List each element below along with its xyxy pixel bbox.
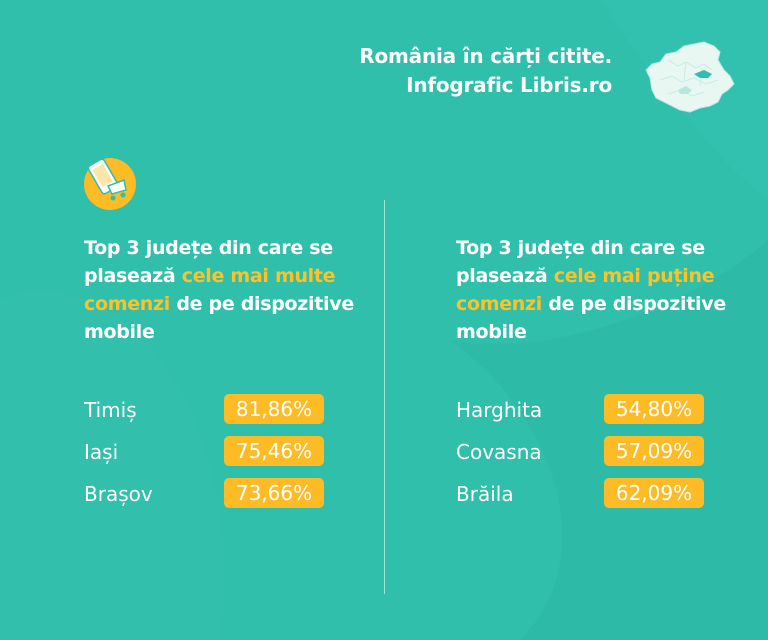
county-name: Timiș	[84, 398, 137, 422]
list-item: Harghita 54,80%	[456, 394, 716, 436]
most-orders-column: Top 3 județe din care se plasează cele m…	[84, 234, 384, 508]
percentage-badge: 54,80%	[604, 394, 704, 424]
percentage-badge: 75,46%	[224, 436, 324, 466]
list-item: Iași 75,46%	[84, 436, 344, 478]
fewest-orders-heading: Top 3 județe din care se plasează cele m…	[456, 234, 756, 346]
heading-text: Top 3 județe din care se plasează	[84, 237, 333, 287]
infographic-title: România în cărți citite. Infografic Libr…	[359, 42, 612, 100]
most-orders-heading: Top 3 județe din care se plasează cele m…	[84, 234, 384, 346]
list-item: Brăila 62,09%	[456, 478, 716, 520]
list-item: Timiș 81,86%	[84, 394, 344, 436]
list-item: Covasna 57,09%	[456, 436, 716, 478]
county-name: Brașov	[84, 482, 153, 506]
column-divider	[384, 200, 385, 594]
heading-highlight: cele mai multe comenzi	[84, 265, 336, 315]
most-orders-list: Timiș 81,86% Iași 75,46% Brașov 73,66%	[84, 394, 344, 520]
county-name: Harghita	[456, 398, 543, 422]
county-name: Covasna	[456, 440, 542, 464]
heading-text-end: de pe dispozitive mobile	[84, 293, 354, 343]
title-line-2: Infografic Libris.ro	[406, 73, 612, 97]
heading-highlight: cele mai puține comenzi	[456, 265, 715, 315]
percentage-badge: 81,86%	[224, 394, 324, 424]
percentage-badge: 62,09%	[604, 478, 704, 508]
mobile-phone-shopping-icon	[84, 158, 136, 210]
fewest-orders-list: Harghita 54,80% Covasna 57,09% Brăila 62…	[456, 394, 716, 520]
title-line-1: România în cărți citite.	[359, 44, 612, 68]
heading-text: Top 3 județe din care se plasează	[456, 237, 705, 287]
county-name: Iași	[84, 440, 119, 464]
heading-text-end: de pe dispozitive mobile	[456, 293, 726, 343]
percentage-badge: 57,09%	[604, 436, 704, 466]
county-name: Brăila	[456, 482, 514, 506]
fewest-orders-column: Top 3 județe din care se plasează cele m…	[456, 234, 756, 508]
romania-map-icon	[645, 41, 735, 113]
percentage-badge: 73,66%	[224, 478, 324, 508]
list-item: Brașov 73,66%	[84, 478, 344, 520]
